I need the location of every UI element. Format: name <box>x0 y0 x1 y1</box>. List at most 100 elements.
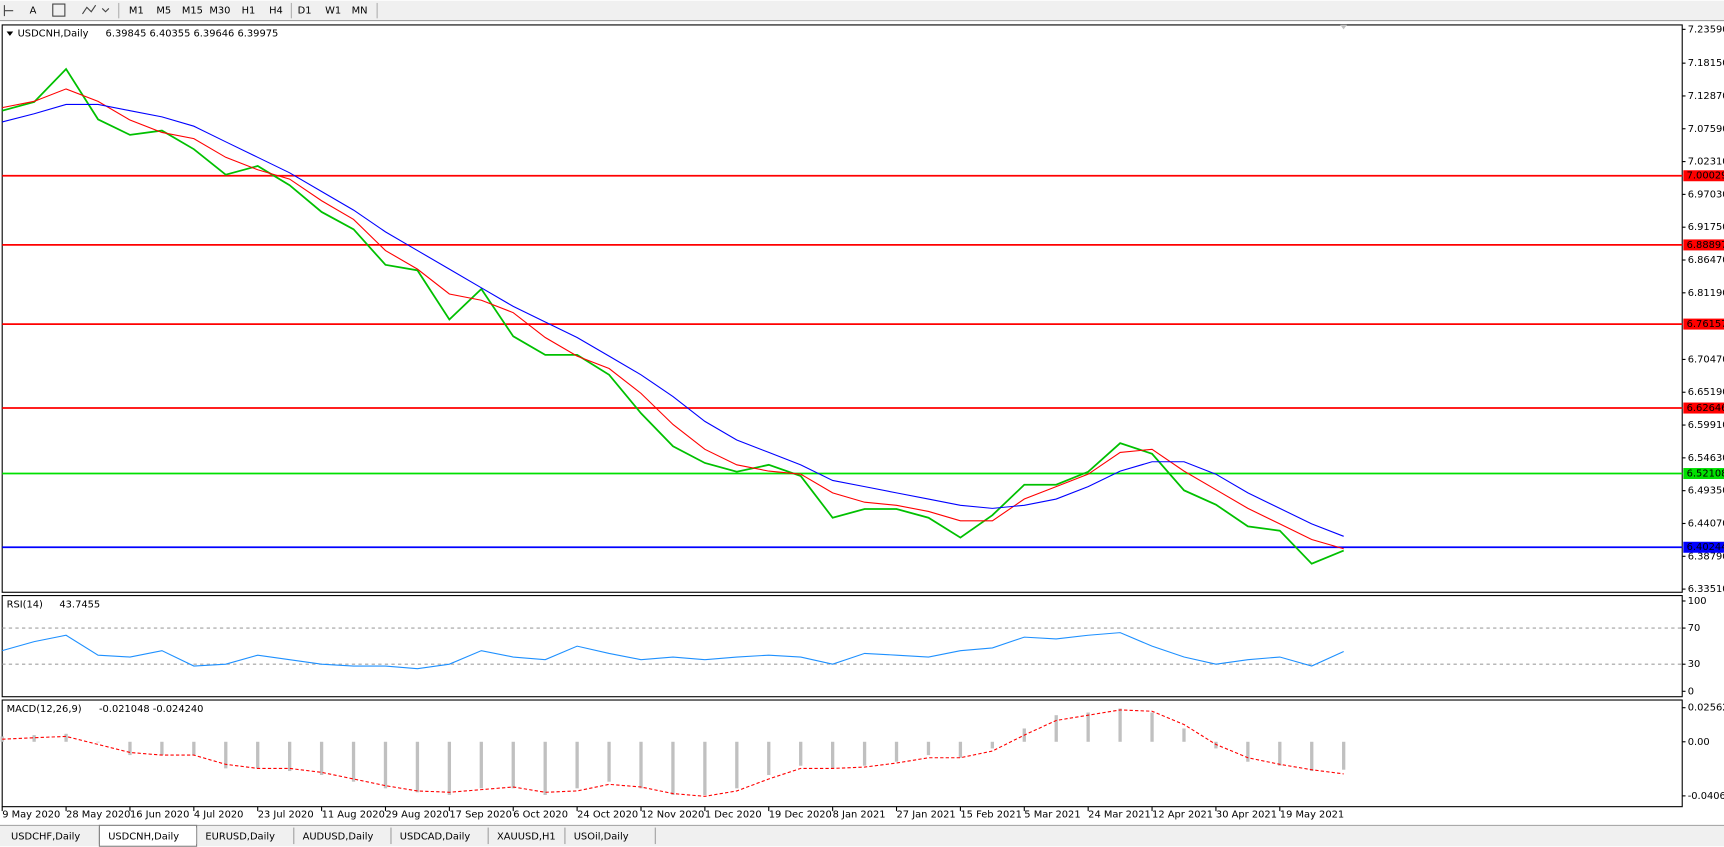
panel-title: RSI(14) <box>7 599 43 610</box>
collapse-icon[interactable] <box>6 31 14 36</box>
level-label: 6.40244 <box>1687 542 1724 553</box>
x-tick-label: 23 Jul 2020 <box>258 809 314 820</box>
timeframe-button[interactable]: M5 <box>156 6 171 17</box>
level-tag <box>1683 402 1724 414</box>
level-label: 6.52108 <box>1687 469 1724 480</box>
macd-bar <box>607 741 611 782</box>
timeframe-button[interactable]: M30 <box>209 6 230 17</box>
macd-bar <box>1342 741 1346 770</box>
y-tick-label: 6.81190 <box>1688 288 1724 299</box>
chart-tab[interactable]: USDCAD,Daily <box>400 831 471 842</box>
x-tick-label: 28 May 2020 <box>66 809 130 820</box>
indicator-line <box>2 103 1344 537</box>
text-icon[interactable] <box>52 3 66 17</box>
timeframe-button[interactable]: H4 <box>269 6 283 17</box>
x-tick-label: 6 Oct 2020 <box>513 809 568 820</box>
macd-bar <box>830 741 835 769</box>
timeframe-button[interactable]: W1 <box>325 6 341 17</box>
y-tick-label: 6.97030 <box>1688 189 1724 200</box>
panel-frames <box>1 24 1683 808</box>
x-tick-label: 8 Jan 2021 <box>833 809 886 820</box>
indicator-line <box>2 632 1344 670</box>
macd-bar <box>894 741 899 762</box>
macd-bar <box>958 741 963 758</box>
timeframe-button[interactable]: D1 <box>298 6 312 17</box>
macd-frame <box>1 699 1683 808</box>
y-tick-label: 0.025623 <box>1688 703 1724 714</box>
x-tick-label: 19 May 2021 <box>1280 809 1344 820</box>
y-tick-label: 7.12870 <box>1688 91 1724 102</box>
x-tick-label: 4 Jul 2020 <box>194 809 244 820</box>
macd-bar <box>990 741 994 749</box>
rsi-frame <box>1 595 1683 698</box>
panel-title: USDCNH,Daily <box>18 29 89 40</box>
macd-bar <box>1054 715 1058 742</box>
price-frame <box>1 24 1683 593</box>
timeframe-button[interactable]: M1 <box>129 6 144 17</box>
y-tick-label: 6.65190 <box>1688 387 1724 398</box>
y-tick-label: 0.00 <box>1688 737 1710 748</box>
level-tag <box>1683 318 1724 330</box>
macd-bar <box>288 741 292 772</box>
x-tick-label: 12 Nov 2020 <box>641 809 704 820</box>
macd-bar <box>479 741 483 789</box>
x-tick-label: 5 Mar 2021 <box>1024 809 1080 820</box>
timeframe-button[interactable]: A <box>30 6 37 17</box>
level-tag <box>1683 468 1724 480</box>
timeframe-button[interactable]: M15 <box>182 6 203 17</box>
macd-bar <box>1246 741 1250 762</box>
macd-bar <box>543 741 547 795</box>
y-tick-label: 0 <box>1688 686 1694 697</box>
chart-tab[interactable]: XAUUSD,H1 <box>497 831 556 842</box>
x-tick-label: 29 Aug 2020 <box>385 809 448 820</box>
x-tick-label: 19 Dec 2020 <box>769 809 832 820</box>
macd-bar <box>160 741 164 756</box>
macd-bar <box>926 741 931 756</box>
chart-tab[interactable]: USDCHF,Daily <box>11 831 80 842</box>
macd-bar <box>735 741 739 789</box>
shapes-icon[interactable] <box>82 4 110 15</box>
chart-tab[interactable]: USOil,Daily <box>574 831 629 842</box>
y-tick-label: 6.38790 <box>1688 551 1724 562</box>
panel-readout: -0.021048 -0.024240 <box>99 704 204 715</box>
crosshair-icon[interactable] <box>3 5 14 17</box>
macd-bar <box>1150 712 1154 742</box>
x-tick-label: 1 Dec 2020 <box>705 809 762 820</box>
macd-bar <box>511 741 515 789</box>
indicator-line <box>2 88 1344 550</box>
macd-bar <box>767 741 771 776</box>
timeframe-button[interactable]: MN <box>352 6 368 17</box>
macd-bar <box>64 733 68 742</box>
y-tick-label: 6.54630 <box>1688 453 1724 464</box>
tab-bar <box>0 824 1724 847</box>
panel-title: MACD(12,26,9) <box>7 704 82 715</box>
x-tick-label: 30 Apr 2021 <box>1216 809 1277 820</box>
y-tick-label: 6.86470 <box>1688 255 1724 266</box>
tab-bar-bg <box>0 825 1724 847</box>
macd-bar <box>128 741 132 756</box>
y-tick-label: 6.33510 <box>1688 584 1724 595</box>
chart-tab[interactable]: AUDUSD,Daily <box>303 831 374 842</box>
x-tick-label: 24 Mar 2021 <box>1088 809 1151 820</box>
chart-tab[interactable]: USDCNH,Daily <box>108 831 179 842</box>
y-tick-label: 70 <box>1688 623 1701 634</box>
panel-readout: 43.7455 <box>59 599 100 610</box>
y-tick-label: 30 <box>1688 659 1701 670</box>
timeframe-button[interactable]: H1 <box>242 6 256 17</box>
level-label: 7.00029 <box>1687 171 1724 182</box>
macd-bar <box>639 741 643 789</box>
indicator-line <box>2 709 1344 797</box>
level-tag <box>1683 541 1724 553</box>
macd-bar <box>799 741 803 766</box>
y-tick-label: -0.040687 <box>1688 791 1724 802</box>
y-tick-label: 7.23590 <box>1688 24 1724 35</box>
macd-bar <box>383 741 388 789</box>
chart-tab[interactable]: EURUSD,Daily <box>205 831 275 842</box>
price-line <box>1 67 1345 565</box>
y-tick-label: 6.70470 <box>1688 354 1724 365</box>
panel-readout: 6.39845 6.40355 6.39646 6.39975 <box>106 29 279 40</box>
macd-bar <box>351 741 356 782</box>
y-tick-label: 6.44070 <box>1688 518 1724 529</box>
